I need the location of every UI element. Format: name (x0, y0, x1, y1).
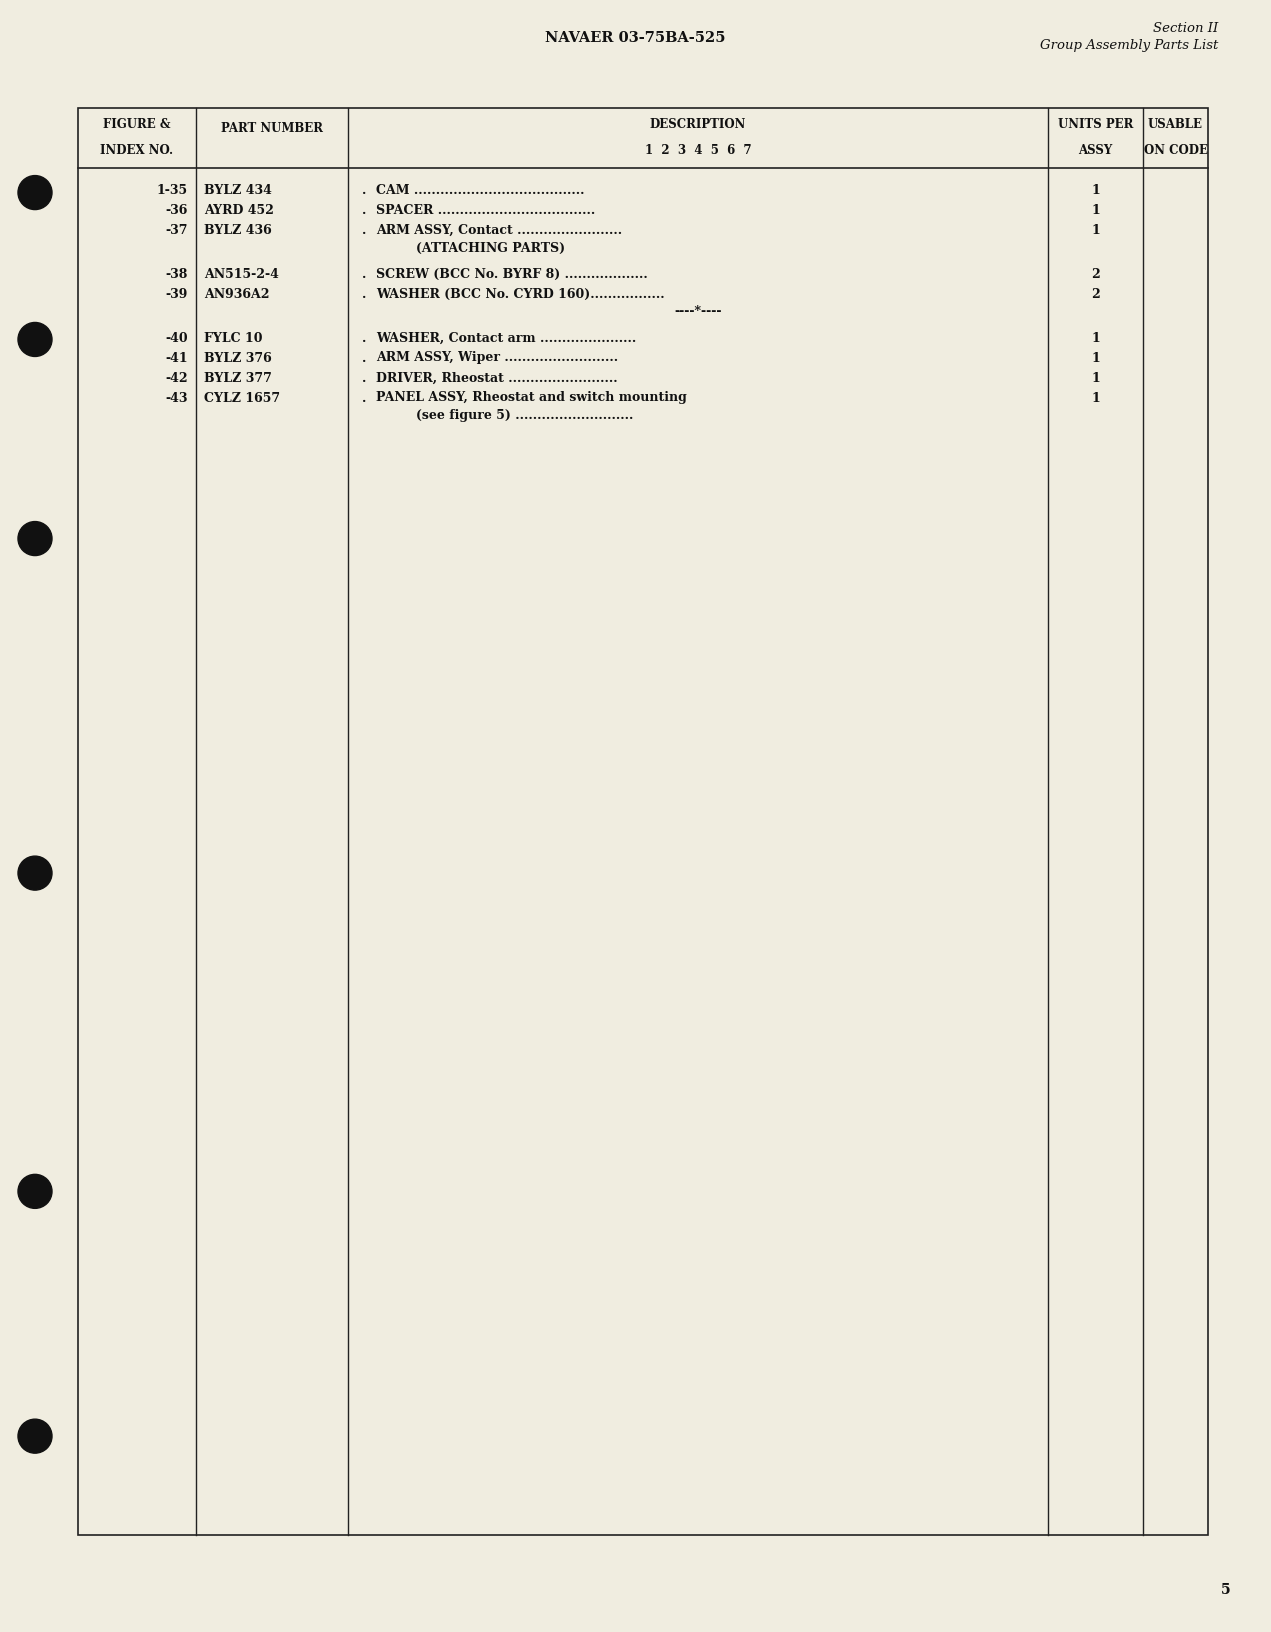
Text: .: . (362, 351, 366, 364)
Text: USABLE: USABLE (1148, 118, 1202, 131)
Text: WASHER, Contact arm ......................: WASHER, Contact arm ....................… (376, 331, 637, 344)
Text: 2: 2 (1091, 268, 1099, 281)
Text: .: . (362, 204, 366, 217)
Text: ARM ASSY, Contact ........................: ARM ASSY, Contact ......................… (376, 224, 622, 237)
Text: 1  2  3  4  5  6  7: 1 2 3 4 5 6 7 (644, 144, 751, 157)
Text: 1-35: 1-35 (156, 183, 188, 196)
Text: 1: 1 (1091, 224, 1099, 237)
Text: .: . (362, 183, 366, 196)
Text: (see figure 5) ...........................: (see figure 5) .........................… (416, 410, 633, 423)
Text: 1: 1 (1091, 331, 1099, 344)
Text: CAM .......................................: CAM ....................................… (376, 183, 585, 196)
Text: INDEX NO.: INDEX NO. (100, 144, 174, 157)
Text: (ATTACHING PARTS): (ATTACHING PARTS) (416, 242, 566, 255)
Text: CYLZ 1657: CYLZ 1657 (205, 392, 280, 405)
Text: -39: -39 (165, 287, 188, 300)
Text: AYRD 452: AYRD 452 (205, 204, 273, 217)
Circle shape (18, 522, 52, 555)
Text: PANEL ASSY, Rheostat and switch mounting: PANEL ASSY, Rheostat and switch mounting (376, 392, 686, 405)
Text: ----*----: ----*---- (674, 305, 722, 318)
Text: 1: 1 (1091, 351, 1099, 364)
Text: -41: -41 (165, 351, 188, 364)
Text: 1: 1 (1091, 183, 1099, 196)
Text: ASSY: ASSY (1078, 144, 1112, 157)
Text: -40: -40 (165, 331, 188, 344)
Text: FIGURE &: FIGURE & (103, 118, 170, 131)
Text: 1: 1 (1091, 372, 1099, 385)
Text: 5: 5 (1220, 1583, 1230, 1598)
Text: -43: -43 (165, 392, 188, 405)
Circle shape (18, 1175, 52, 1208)
Text: NAVAER 03-75BA-525: NAVAER 03-75BA-525 (545, 31, 726, 46)
Text: Group Assembly Parts List: Group Assembly Parts List (1040, 39, 1218, 52)
Text: BYLZ 434: BYLZ 434 (205, 183, 272, 196)
Text: -36: -36 (165, 204, 188, 217)
Circle shape (18, 176, 52, 209)
Circle shape (18, 323, 52, 356)
Text: .: . (362, 268, 366, 281)
Text: -38: -38 (165, 268, 188, 281)
Text: .: . (362, 392, 366, 405)
Text: WASHER (BCC No. CYRD 160).................: WASHER (BCC No. CYRD 160)...............… (376, 287, 665, 300)
Text: .: . (362, 287, 366, 300)
Circle shape (18, 1420, 52, 1452)
Text: DRIVER, Rheostat .........................: DRIVER, Rheostat .......................… (376, 372, 618, 385)
Text: 1: 1 (1091, 204, 1099, 217)
Text: BYLZ 376: BYLZ 376 (205, 351, 272, 364)
Circle shape (18, 857, 52, 889)
Text: DESCRIPTION: DESCRIPTION (649, 118, 746, 131)
Bar (78, 108, 1207, 1536)
Text: 2: 2 (1091, 287, 1099, 300)
Text: -42: -42 (165, 372, 188, 385)
Text: SPACER ....................................: SPACER .................................… (376, 204, 595, 217)
Text: PART NUMBER: PART NUMBER (221, 121, 323, 134)
Text: SCREW (BCC No. BYRF 8) ...................: SCREW (BCC No. BYRF 8) .................… (376, 268, 648, 281)
Text: AN936A2: AN936A2 (205, 287, 269, 300)
Text: .: . (362, 372, 366, 385)
Text: .: . (362, 331, 366, 344)
Text: 1: 1 (1091, 392, 1099, 405)
Text: BYLZ 436: BYLZ 436 (205, 224, 272, 237)
Text: FYLC 10: FYLC 10 (205, 331, 263, 344)
Text: AN515-2-4: AN515-2-4 (205, 268, 278, 281)
Text: -37: -37 (165, 224, 188, 237)
Text: .: . (362, 224, 366, 237)
Text: Section II: Section II (1153, 21, 1218, 34)
Text: UNITS PER: UNITS PER (1057, 118, 1134, 131)
Text: ON CODE: ON CODE (1144, 144, 1207, 157)
Text: BYLZ 377: BYLZ 377 (205, 372, 272, 385)
Text: ARM ASSY, Wiper ..........................: ARM ASSY, Wiper ........................… (376, 351, 618, 364)
